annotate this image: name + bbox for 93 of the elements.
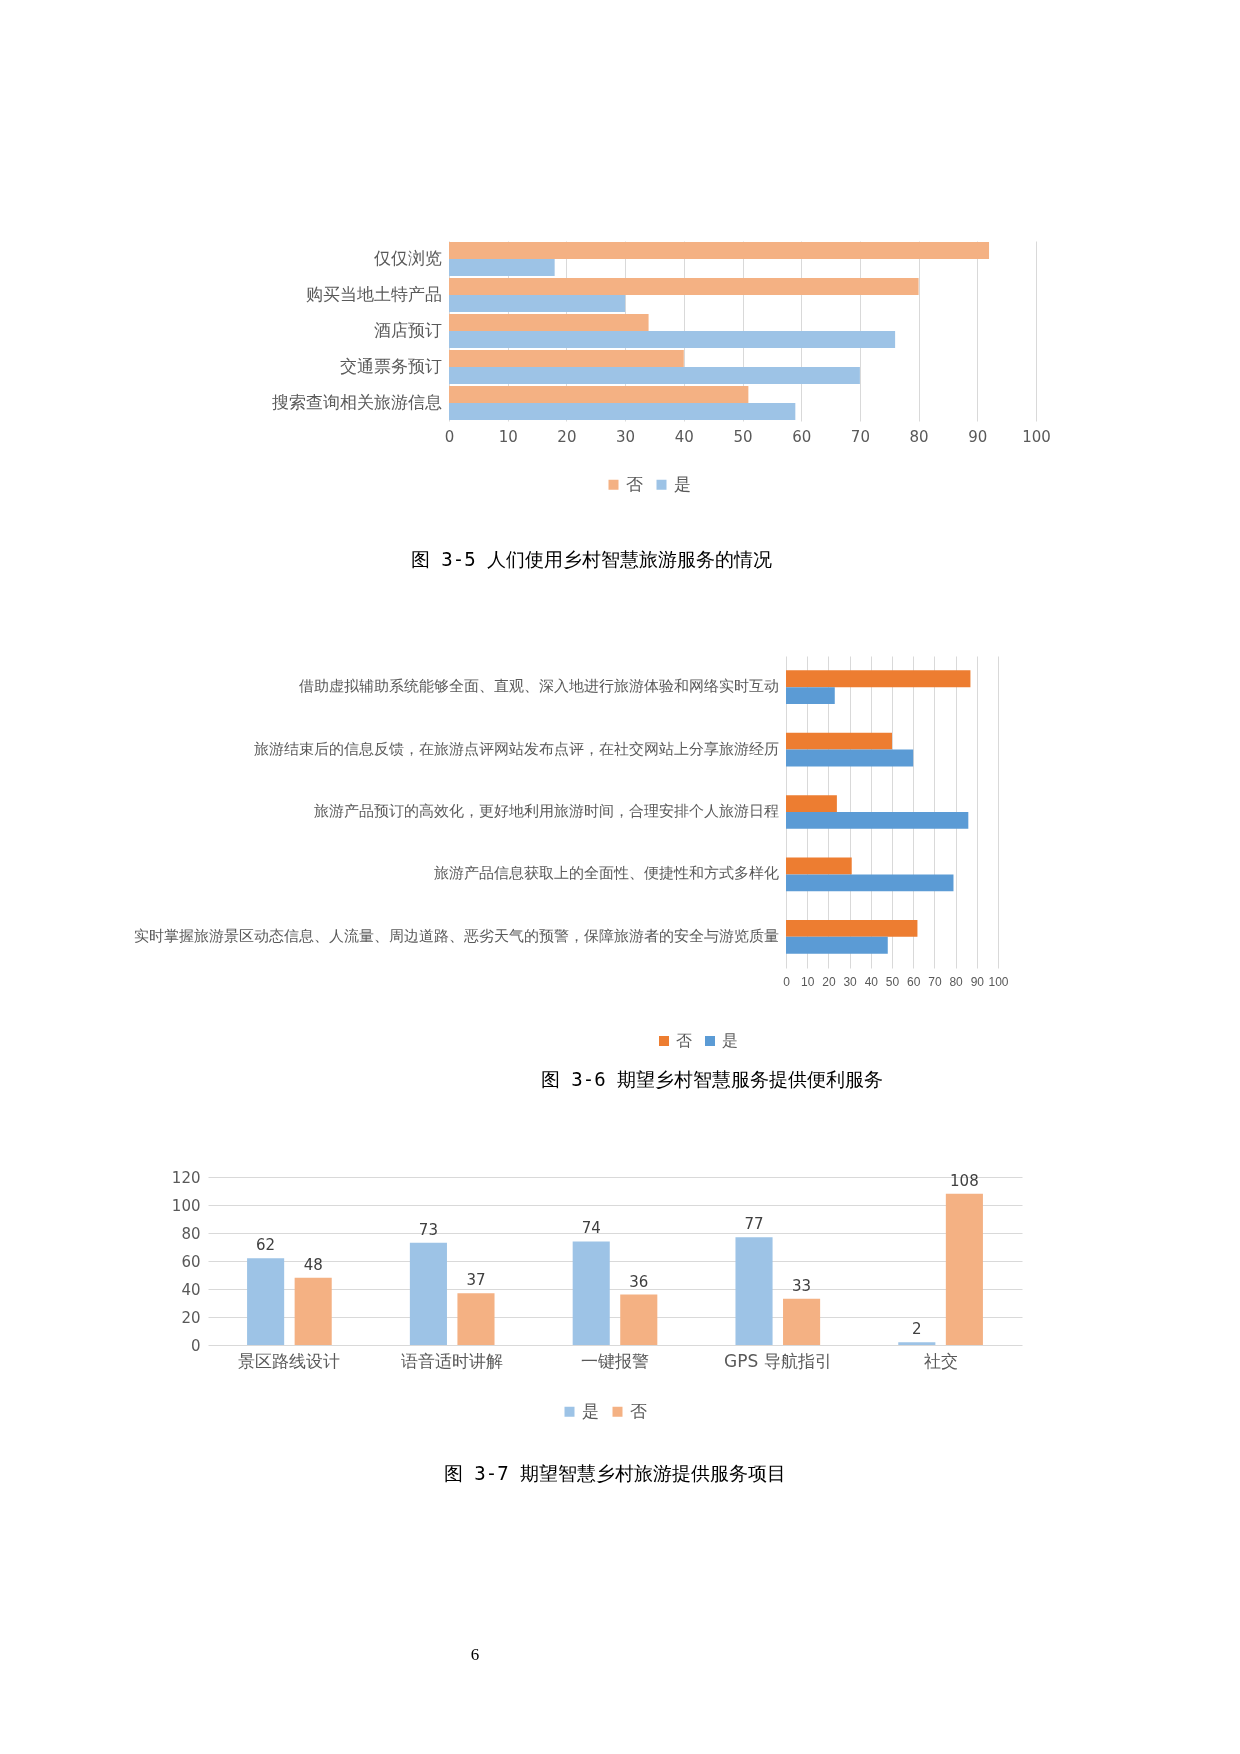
y-tick-label: 60 [181,1252,201,1271]
x-tick-label: 60 [907,974,921,989]
x-tick-label: 80 [949,974,964,989]
y-tick-label: 购买当地土特产品 [305,284,442,304]
bar [449,350,684,367]
data-label: 48 [303,1255,323,1274]
legend-label: 否 [676,1031,692,1050]
text: 图 3-6 期望乡村智慧服务提供便利服务 [540,1068,884,1090]
x-tick-label: 0 [783,974,791,989]
x-tick-label: 100 [1022,427,1051,446]
data-label: 62 [256,1236,276,1255]
x-tick-label: 景区路线设计 [238,1350,341,1371]
x-tick-label: 100 [988,974,1009,989]
bar [786,749,914,767]
y-tick-label: 0 [190,1336,201,1355]
bar [786,732,892,750]
x-tick-label: 80 [909,427,929,446]
data-label: 36 [629,1272,649,1291]
legend-label: 否 [630,1400,647,1421]
y-tick-label: 40 [181,1280,201,1299]
y-tick-label: 实时掌握旅游景区动态信息、人流量、周边道路、恶劣天气的预警，保障旅游者的安全与游览质量 [133,927,779,944]
bar [449,386,749,403]
x-tick-label: 40 [864,974,879,989]
data-label: 73 [418,1220,438,1239]
bar [449,278,919,295]
x-tick-label: 一键报警 [581,1350,649,1371]
bar [786,936,888,954]
bar [786,795,837,812]
bar [786,670,971,688]
x-tick-label: 20 [822,974,836,989]
data-label: 74 [581,1219,601,1238]
x-tick-label: 50 [733,427,753,446]
bar [786,812,969,829]
data-label: 77 [744,1215,764,1234]
y-tick-label: 旅游产品信息获取上的全面性、便捷性和方式多样化 [433,865,779,882]
y-tick-label: 100 [171,1196,201,1215]
bar [449,367,860,384]
data-label: 2 [912,1320,922,1339]
y-tick-label: 旅游结束后的信息反馈，在旅游点评网站发布点评，在社交网站上分享旅游经历 [253,740,779,757]
bar [786,687,835,705]
data-label: 37 [466,1271,486,1290]
y-tick-label: 120 [171,1168,201,1187]
bar [786,874,954,892]
bar [783,1298,821,1345]
bar [449,331,896,348]
x-tick-label: 70 [928,974,942,989]
x-tick-label: GPS 导航指引 [723,1350,832,1371]
bar [247,1258,285,1345]
x-tick-label: 70 [850,427,870,446]
y-tick-label: 交通票务预订 [339,356,442,376]
x-tick-label: 20 [557,427,577,446]
x-tick-label: 社交 [923,1350,958,1371]
bar [457,1293,495,1345]
x-tick-label: 30 [843,974,858,989]
text: 图 3-7 期望智慧乡村旅游提供服务项目 [443,1462,787,1484]
text: 6 [470,1645,480,1664]
y-tick-label: 80 [181,1224,201,1243]
x-tick-label: 30 [616,427,636,446]
bar [449,314,649,331]
bar [898,1342,936,1345]
x-tick-label: 40 [674,427,694,446]
bar [449,242,990,259]
text: 图 3-5 人们使用乡村智慧旅游服务的情况 [410,548,773,570]
bar [735,1237,773,1345]
bar [449,259,555,276]
data-label: 108 [950,1171,979,1190]
legend-label: 是 [674,473,691,494]
bar [620,1294,658,1345]
x-tick-label: 90 [968,427,988,446]
bar [294,1277,332,1345]
x-tick-label: 语音适时讲解 [401,1350,504,1371]
bar [572,1241,610,1345]
x-tick-label: 60 [792,427,812,446]
y-tick-label: 酒店预订 [373,320,442,340]
bar [786,919,918,937]
y-tick-label: 搜索查询相关旅游信息 [271,392,442,412]
bar [449,295,626,312]
data-label: 33 [792,1276,812,1295]
bar [409,1242,447,1345]
legend-label: 否 [626,473,643,494]
bar [786,857,852,875]
y-tick-label: 借助虚拟辅助系统能够全面、直观、深入地进行旅游体验和网络实时互动 [298,678,779,695]
x-tick-label: 10 [498,427,518,446]
x-tick-label: 10 [801,974,815,989]
y-tick-label: 仅仅浏览 [373,248,442,268]
x-tick-label: 90 [970,974,985,989]
bar [945,1193,983,1345]
legend-label: 是 [582,1400,599,1421]
y-tick-label: 旅游产品预订的高效化，更好地利用旅游时间，合理安排个人旅游日程 [313,803,779,819]
legend-label: 是 [722,1031,738,1050]
bar [449,403,796,420]
x-tick-label: 50 [885,974,900,989]
y-tick-label: 20 [181,1308,201,1327]
